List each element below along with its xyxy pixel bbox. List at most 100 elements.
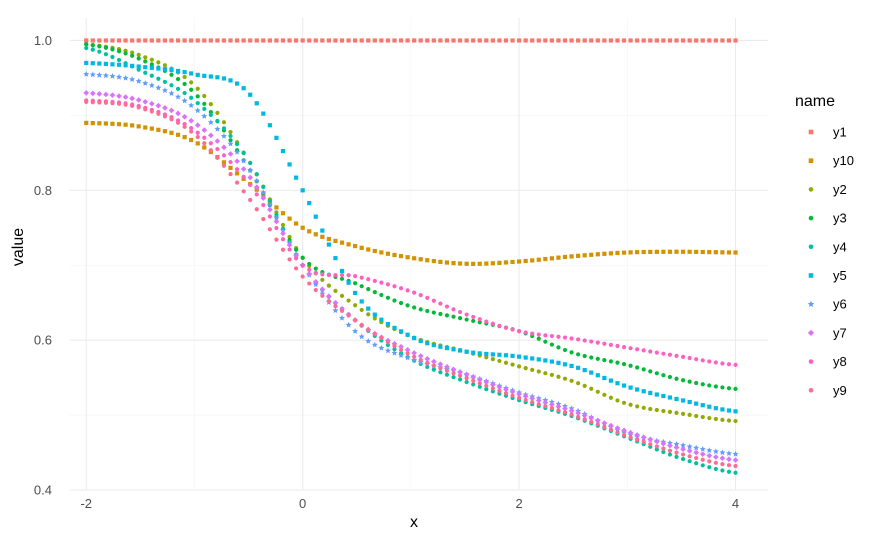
data-point: [372, 38, 377, 43]
data-point: [444, 372, 450, 377]
data-point: [497, 352, 502, 357]
data-point: [215, 155, 220, 160]
data-point: [247, 174, 254, 181]
data-point: [136, 64, 141, 69]
data-point: [300, 263, 305, 268]
data-point: [464, 38, 469, 43]
data-point: [464, 312, 469, 317]
data-point: [274, 237, 279, 242]
data-point: [490, 261, 495, 266]
data-point: [136, 56, 141, 61]
data-point: [641, 439, 646, 445]
data-point: [161, 87, 168, 93]
data-point: [733, 463, 738, 469]
data-point: [130, 38, 135, 43]
data-point: [700, 358, 705, 363]
data-point: [398, 254, 404, 259]
data-point: [195, 86, 200, 91]
data-point: [628, 385, 633, 390]
data-point: [345, 321, 352, 328]
legend-label: y1: [833, 125, 847, 140]
data-point: [267, 227, 272, 232]
data-point: [398, 286, 404, 291]
data-point: [523, 330, 528, 335]
data-point: [307, 200, 312, 206]
data-point: [595, 389, 600, 394]
data-point: [484, 38, 489, 43]
data-point: [371, 341, 378, 348]
data-point: [116, 49, 122, 54]
data-point: [726, 469, 732, 474]
data-point: [385, 321, 391, 327]
data-point: [346, 38, 351, 43]
data-point: [201, 127, 208, 133]
data-point: [418, 357, 423, 363]
data-point: [568, 407, 575, 414]
data-point: [640, 434, 647, 441]
data-point: [667, 448, 673, 453]
data-point: [149, 126, 154, 131]
data-point: [523, 38, 528, 43]
data-point: [615, 343, 620, 349]
data-point: [569, 363, 574, 369]
data-point: [398, 352, 405, 358]
data-point: [333, 273, 338, 278]
data-point: [96, 91, 103, 97]
data-point: [339, 314, 346, 321]
data-point: [444, 345, 450, 351]
data-point: [674, 38, 679, 43]
data-point: [320, 272, 325, 277]
data-point: [169, 130, 174, 135]
data-point: [510, 327, 515, 332]
data-point: [707, 38, 712, 43]
data-point: [621, 345, 627, 350]
data-point: [103, 100, 109, 105]
legend-label: y8: [833, 354, 847, 369]
data-point: [194, 107, 201, 114]
data-point: [84, 38, 89, 43]
data-point: [234, 167, 240, 172]
data-point: [195, 72, 200, 77]
data-point: [556, 255, 561, 260]
data-point: [366, 327, 371, 332]
data-point: [451, 261, 456, 266]
data-point: [621, 432, 627, 437]
legend-item-y6: y6: [807, 297, 847, 312]
data-point: [608, 378, 614, 383]
series-y8: [84, 98, 738, 367]
data-point: [517, 38, 522, 43]
data-point: [326, 299, 332, 304]
data-point: [372, 278, 377, 284]
data-point: [130, 53, 135, 58]
data-point: [648, 390, 653, 396]
data-point: [700, 38, 705, 43]
data-point: [608, 342, 614, 347]
data-point: [484, 351, 489, 357]
data-point: [627, 429, 634, 436]
data-point: [392, 38, 397, 43]
data-point: [602, 425, 607, 430]
data-point: [582, 368, 587, 373]
data-point: [280, 230, 286, 237]
data-point: [97, 44, 102, 49]
data-point: [713, 360, 718, 365]
data-point: [123, 51, 128, 56]
data-point: [726, 463, 732, 468]
data-point: [595, 252, 600, 257]
data-point: [379, 292, 384, 298]
data-point: [195, 94, 200, 99]
data-point: [667, 452, 673, 457]
data-point: [549, 401, 555, 408]
data-point: [221, 126, 227, 131]
data-point: [261, 111, 266, 116]
data-point: [680, 452, 686, 457]
data-point: [582, 338, 587, 343]
data-point: [84, 120, 89, 125]
legend-label: y3: [833, 211, 847, 226]
data-point: [621, 361, 627, 367]
data-point: [188, 117, 195, 124]
data-point: [628, 402, 633, 407]
legend-item-y10: y10: [808, 153, 854, 168]
data-point: [654, 371, 659, 376]
data-point: [648, 442, 653, 447]
